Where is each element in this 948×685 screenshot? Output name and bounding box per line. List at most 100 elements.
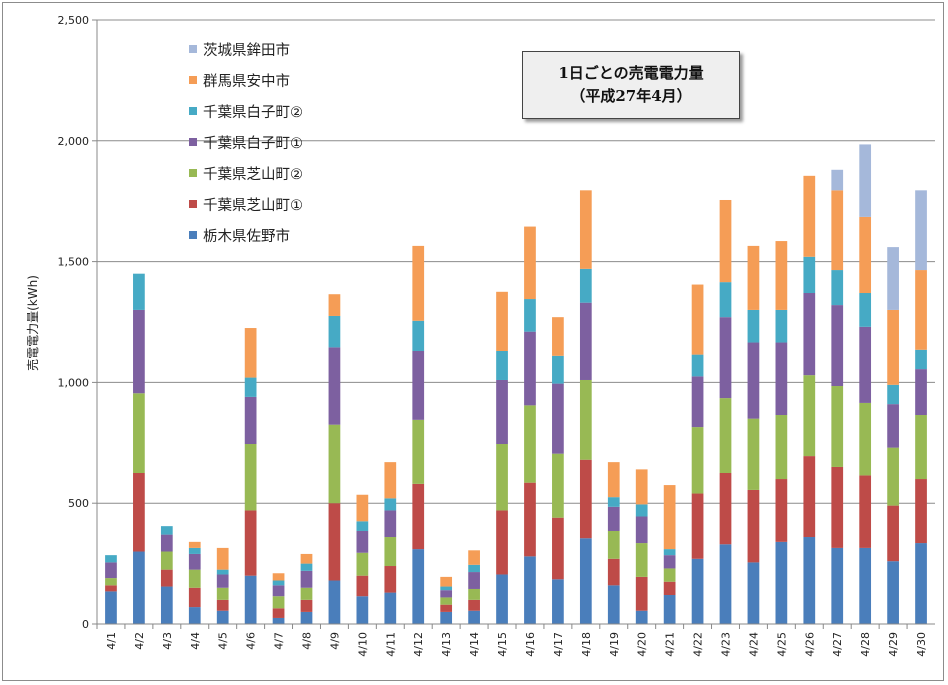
bar-segment — [663, 581, 676, 596]
bar-segment — [412, 350, 425, 420]
bar-segment — [328, 580, 341, 624]
bar-segment — [803, 537, 816, 624]
legend-swatch — [189, 200, 197, 208]
bar-segment — [719, 282, 732, 318]
bar-segment — [859, 216, 872, 294]
bar-segment — [496, 291, 508, 351]
x-tick-label: 4/22 — [692, 632, 705, 657]
bar-segment — [216, 569, 229, 575]
bar-segment — [719, 544, 732, 624]
y-tick-label: 2,000 — [58, 135, 90, 148]
bar-segment — [524, 299, 536, 332]
bar-segment — [915, 190, 927, 271]
gridlines — [92, 19, 935, 625]
x-tick-labels: 4/1 4/2 4/3 4/4 4/5 4/6 4/7 4/8 4/9 4/10 4/11 4/12 4… — [96, 624, 928, 657]
bar-segment — [524, 482, 536, 557]
bar-segment — [188, 547, 201, 554]
x-tick-label: 4/9 — [328, 632, 341, 650]
bar-segment — [105, 591, 117, 624]
bar-segment — [160, 526, 173, 535]
bar-segment — [831, 547, 844, 624]
bar-segment — [524, 556, 536, 624]
bar-segment — [440, 590, 453, 598]
bar-segment — [133, 473, 145, 552]
bar-segment — [607, 497, 620, 507]
bar-segment — [524, 226, 536, 300]
x-tick-label: 4/30 — [915, 632, 928, 657]
bar-segment — [272, 596, 285, 609]
bar-segment — [691, 376, 704, 428]
bar-segment — [468, 588, 480, 600]
bar-segment — [831, 466, 844, 548]
bar-segment — [384, 592, 397, 624]
legend-label: 千葉県白子町① — [203, 135, 303, 152]
bar-segment — [384, 498, 397, 511]
x-tick-label: 4/25 — [775, 632, 788, 657]
bar-segment — [663, 568, 676, 582]
bar-segment — [244, 328, 257, 378]
bar-segment — [300, 553, 313, 564]
bar-segment — [328, 294, 341, 316]
bar-segment — [496, 444, 508, 511]
bar-segment — [524, 331, 536, 406]
bar-segment — [887, 404, 899, 448]
bar-segment — [244, 377, 257, 397]
bar-segment — [272, 585, 285, 597]
bar-segment — [188, 553, 201, 570]
legend-label: 群馬県安中市 — [203, 73, 290, 90]
x-tick-label: 4/24 — [747, 632, 760, 657]
y-tick-label: 2,500 — [58, 14, 90, 27]
bar-segment — [775, 309, 788, 343]
bar-segment — [133, 273, 145, 310]
bar-segment — [105, 578, 117, 586]
bar-segment — [328, 424, 341, 504]
bar-segment — [552, 453, 564, 518]
bar-segment — [496, 350, 508, 380]
bar-segment — [133, 393, 145, 473]
x-tick-label: 4/12 — [412, 632, 425, 657]
y-tick-label: 1,000 — [58, 376, 90, 389]
bar-segment — [328, 503, 341, 581]
x-tick-label: 4/27 — [831, 632, 844, 657]
bar-segment — [384, 537, 397, 567]
bar-segment — [887, 384, 899, 405]
bar-segment — [747, 489, 760, 563]
x-tick-label: 4/10 — [356, 632, 369, 657]
bar-segment — [887, 309, 899, 385]
bar-segment — [691, 493, 704, 559]
bar-segment — [188, 607, 201, 624]
bar-segment — [663, 549, 676, 556]
legend-label: 千葉県芝山町① — [203, 197, 303, 214]
bar-segment — [244, 444, 257, 511]
x-tick-label: 4/16 — [524, 632, 537, 657]
x-tick-label: 4/26 — [803, 632, 816, 657]
x-tick-label: 4/19 — [608, 632, 621, 657]
bar-segment — [607, 558, 620, 586]
bar-segment — [412, 320, 425, 351]
x-tick-label: 4/6 — [245, 632, 258, 650]
bar-segment — [356, 530, 369, 553]
bar-segment — [440, 597, 453, 605]
x-tick-label: 4/29 — [887, 632, 900, 657]
bar-segment — [552, 317, 564, 356]
x-tick-label: 4/11 — [384, 632, 397, 657]
bar-segment — [244, 396, 257, 445]
bar-segment — [579, 268, 592, 303]
bar-segment — [216, 547, 229, 570]
bar-segment — [691, 354, 704, 377]
bar-segment — [552, 383, 564, 454]
bar-segment — [552, 579, 564, 624]
bar-segment — [635, 576, 648, 611]
bars — [105, 144, 927, 624]
legend-swatch — [189, 107, 197, 115]
y-axis-title: 売電電力量(kWh) — [25, 275, 40, 371]
bar-segment — [803, 456, 816, 538]
bar-segment — [440, 576, 453, 587]
bar-segment — [803, 375, 816, 457]
bar-segment — [300, 599, 313, 612]
bar-segment — [887, 447, 899, 506]
bar-segment — [188, 569, 201, 588]
legend-swatch — [189, 231, 197, 239]
bar-segment — [719, 199, 732, 283]
bar-segment — [803, 175, 816, 257]
